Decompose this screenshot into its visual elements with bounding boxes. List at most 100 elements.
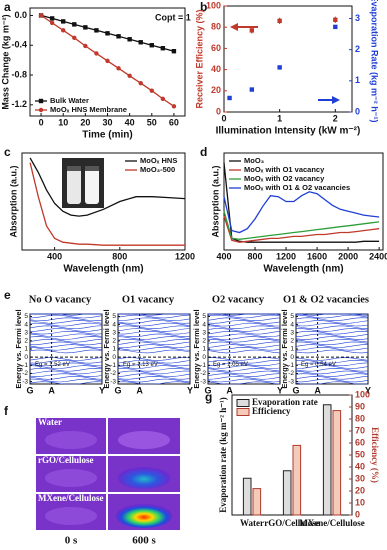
y2-tick-label: 80 <box>355 413 365 423</box>
legend-label: Bulk Water <box>50 96 89 105</box>
band-line <box>207 344 281 348</box>
point <box>249 28 255 33</box>
x-tick-label: 60 <box>169 117 179 127</box>
y2-tick-label: 40 <box>355 461 365 471</box>
annotation: Copt = 1 <box>155 12 191 22</box>
band-line <box>29 338 103 343</box>
point <box>61 28 66 33</box>
band-line <box>117 365 191 369</box>
band-title: No O vacancy <box>29 294 92 305</box>
row-label: rGO/Cellulose <box>38 455 94 465</box>
band-line <box>29 341 103 346</box>
point <box>160 46 166 51</box>
band-line <box>29 317 103 322</box>
band-line <box>117 320 191 324</box>
x-tick-label: 2 <box>333 113 338 123</box>
band-line <box>295 381 368 385</box>
panel-label: c <box>4 145 11 159</box>
band-line <box>207 378 281 383</box>
band-gap: Eg = 0.54 eV <box>301 362 336 368</box>
point <box>116 34 121 39</box>
band-line <box>117 376 191 380</box>
k-label: Y <box>365 385 371 395</box>
band-gap: Eg = 1.05 eV <box>213 362 248 368</box>
band-line <box>117 333 190 337</box>
point <box>333 24 338 30</box>
bar <box>252 488 262 516</box>
x-tick-label: 30 <box>102 117 112 127</box>
band-line <box>295 341 369 346</box>
panel-label: d <box>200 145 207 159</box>
legend-swatch <box>236 399 250 407</box>
band-line <box>295 317 369 321</box>
band-line <box>29 333 103 338</box>
y-axis-label: Energy vs. Fermi level <box>280 309 289 388</box>
y-tick-label: 4 <box>290 321 294 328</box>
band-line <box>295 378 369 383</box>
k-label: A <box>48 385 55 395</box>
band-line <box>117 328 191 332</box>
band-line <box>207 349 281 354</box>
point <box>116 66 121 71</box>
band-line <box>117 344 191 348</box>
point <box>138 81 143 86</box>
y-tick-label: -2 <box>22 370 28 377</box>
band-line <box>207 376 281 380</box>
y2-tick-label: 50 <box>355 449 365 459</box>
band-gap: Eg = 1.52 eV <box>35 362 70 368</box>
y2-tick-label: 2 <box>355 44 360 54</box>
band-line <box>29 359 103 364</box>
band-line <box>29 349 103 354</box>
y-tick-label: -1 <box>22 362 28 369</box>
point <box>277 18 282 24</box>
k-label: Y <box>277 385 283 395</box>
panel-label: b <box>200 0 207 14</box>
y-tick-label: -3 <box>110 378 116 385</box>
x-tick-label: 50 <box>147 117 157 127</box>
x-tick-label: 2400 <box>369 251 387 261</box>
band-line <box>117 314 191 319</box>
x-tick-label: 40 <box>125 117 135 127</box>
k-label: A <box>226 385 233 395</box>
k-label: A <box>314 385 321 395</box>
y-tick-label: 4 <box>112 321 116 328</box>
band-line <box>29 322 103 327</box>
y-tick-label: 2 <box>290 338 294 345</box>
band-line <box>29 370 103 375</box>
band-line <box>295 370 369 375</box>
x-tick-label: 800 <box>248 251 263 261</box>
k-label: G <box>204 385 211 395</box>
y-tick-label: 0 <box>216 106 221 116</box>
band-line <box>295 365 369 369</box>
legend-marker <box>38 98 44 104</box>
legend-label: MoOₓ HNS <box>140 156 177 165</box>
band-line <box>207 314 281 319</box>
k-label: G <box>26 385 33 395</box>
y-tick-label: 3 <box>202 329 206 336</box>
band-line <box>207 338 281 343</box>
x-axis-label: Illumination Intensity (kW m⁻²) <box>216 126 361 137</box>
bar <box>332 410 342 516</box>
band-line <box>207 341 281 346</box>
band-line <box>29 381 103 385</box>
k-label: G <box>292 385 299 395</box>
band-line <box>295 362 369 367</box>
point <box>277 65 282 70</box>
band-line <box>117 349 191 354</box>
x-tick-label: 1200 <box>276 251 296 261</box>
y-axis-label: Energy vs. Fermi level <box>192 309 201 388</box>
y-tick-label: 1 <box>290 346 294 353</box>
bar <box>292 444 302 516</box>
y-tick-label: -2 <box>288 370 294 377</box>
band-line <box>29 373 103 377</box>
point <box>333 17 338 22</box>
band-line <box>295 320 369 324</box>
y-tick-label: 3 <box>290 329 294 336</box>
point <box>149 43 154 48</box>
point <box>249 87 255 92</box>
band-line <box>29 330 103 335</box>
legend-label: MoOₓ with O2 vacancy <box>244 174 325 183</box>
row-label: MXene/Cellulose <box>38 493 104 503</box>
y2-tick-label: 1 <box>355 75 360 85</box>
